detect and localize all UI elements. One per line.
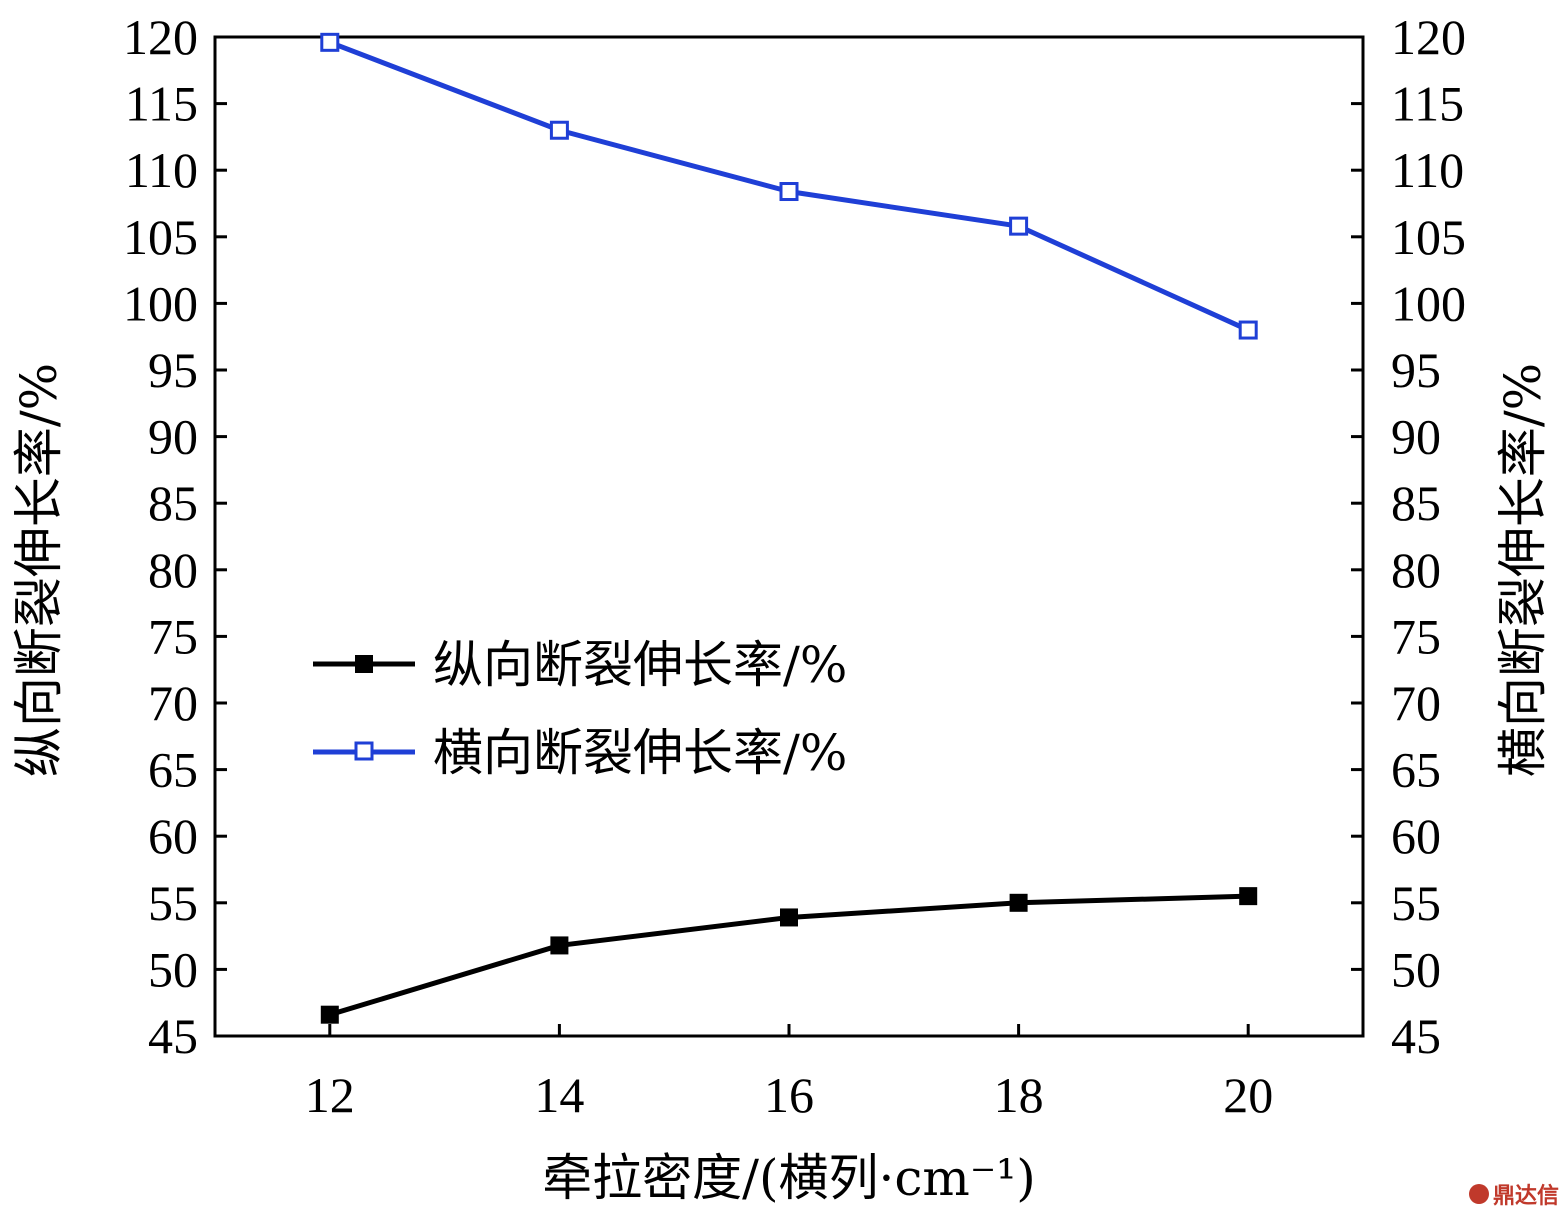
y-tick-label-left: 120 — [123, 9, 198, 65]
data-point — [1009, 216, 1029, 236]
y-tick-label-left: 75 — [148, 608, 198, 664]
y-tick-label-right: 55 — [1391, 875, 1441, 931]
data-point — [320, 1005, 339, 1024]
y-tick-label-left: 50 — [148, 941, 198, 997]
y-tick-label-left: 110 — [125, 142, 198, 198]
legend: 纵向断裂伸长率/% 横向断裂伸长率/% — [313, 636, 847, 782]
legend-marker-open-square — [354, 741, 374, 761]
y-tick-label-right: 50 — [1391, 941, 1441, 997]
axis-ticks — [215, 35, 1363, 1038]
y-tick-label-left: 105 — [123, 209, 198, 265]
watermark: 鼎达信 — [1468, 1178, 1559, 1210]
data-point — [779, 182, 799, 202]
x-axis-title: 牵拉密度/(横列·cm⁻¹) — [542, 1149, 1036, 1207]
data-point — [1238, 320, 1258, 340]
legend-item-transverse: 横向断裂伸长率/% — [313, 724, 847, 782]
series-layer — [320, 32, 1258, 1024]
y-tick-label-right: 85 — [1391, 475, 1441, 531]
legend-label-transverse: 横向断裂伸长率/% — [433, 724, 847, 782]
y-tick-label-left: 115 — [125, 76, 198, 132]
y-tick-label-right: 90 — [1391, 409, 1441, 465]
x-tick-label: 20 — [1223, 1067, 1273, 1123]
y-tick-label-right: 100 — [1391, 275, 1466, 331]
y-tick-label-right: 95 — [1391, 342, 1441, 398]
y-tick-label-left: 55 — [148, 875, 198, 931]
y-tick-label-right: 110 — [1391, 142, 1464, 198]
y-tick-label-right: 75 — [1391, 608, 1441, 664]
y-tick-label-left: 60 — [148, 808, 198, 864]
legend-marker-filled-square — [355, 655, 373, 673]
y-tick-label-left: 65 — [148, 742, 198, 798]
data-point — [320, 32, 340, 52]
left-tick-labels: 45 50 55 60 65 70 75 80 85 90 95 100 105 110 115 120 — [123, 9, 198, 1064]
y-tick-label-right: 115 — [1391, 76, 1464, 132]
data-point — [1239, 887, 1258, 906]
y-tick-label-right: 105 — [1391, 209, 1466, 265]
y-tick-label-left: 85 — [148, 475, 198, 531]
y-tick-label-right: 80 — [1391, 542, 1441, 598]
y-tick-label-right: 60 — [1391, 808, 1441, 864]
y-tick-label-left: 70 — [148, 675, 198, 731]
legend-label-longitudinal: 纵向断裂伸长率/% — [433, 636, 847, 694]
y-tick-label-right: 65 — [1391, 742, 1441, 798]
watermark-logo-icon — [1468, 1184, 1489, 1204]
y-tick-label-left: 45 — [148, 1008, 198, 1064]
y-tick-label-left: 90 — [148, 409, 198, 465]
y-tick-label-right: 70 — [1391, 675, 1441, 731]
x-tick-label: 16 — [764, 1067, 814, 1123]
y-tick-label-right: 120 — [1391, 9, 1466, 65]
data-point — [549, 120, 569, 140]
legend-item-longitudinal: 纵向断裂伸长率/% — [313, 636, 847, 694]
x-tick-label: 12 — [305, 1067, 355, 1123]
y-tick-label-right: 45 — [1391, 1008, 1441, 1064]
y-axis-title-right: 横向断裂伸长率/% — [1494, 363, 1552, 777]
y-tick-label-left: 95 — [148, 342, 198, 398]
right-tick-labels: 45 50 55 60 65 70 75 80 85 90 95 100 105 110 115 120 — [1391, 9, 1466, 1064]
watermark-text: 鼎达信 — [1492, 1184, 1559, 1209]
y-tick-label-left: 100 — [123, 275, 198, 331]
x-tick-label: 18 — [994, 1067, 1044, 1123]
y-tick-label-left: 80 — [148, 542, 198, 598]
y-axis-title-left: 纵向断裂伸长率/% — [10, 363, 68, 777]
data-point — [1009, 893, 1028, 912]
x-tick-label: 14 — [534, 1067, 584, 1123]
data-point — [550, 936, 569, 955]
x-tick-labels: 12 14 16 18 20 — [305, 1067, 1273, 1123]
data-point — [780, 908, 798, 927]
